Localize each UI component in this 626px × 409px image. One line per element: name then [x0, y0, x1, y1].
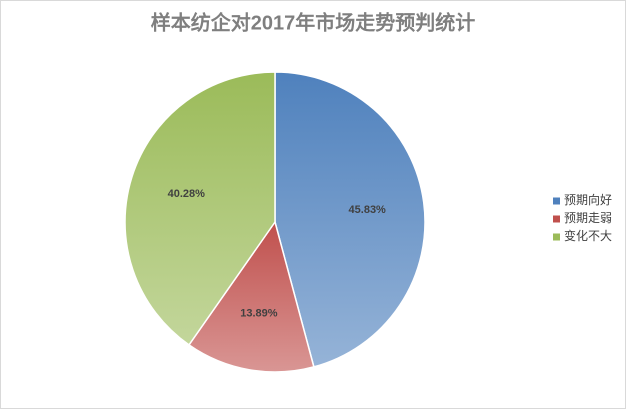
chart-title: 样本纺企对2017年市场走势预判统计	[151, 10, 476, 34]
pie-slice	[274, 71, 426, 368]
legend-swatch	[553, 197, 560, 205]
legend-swatch	[553, 215, 560, 223]
pie-slice	[124, 71, 276, 346]
legend-swatch	[553, 233, 560, 241]
data-label: 40.28%	[168, 188, 206, 200]
pie-slice	[187, 220, 315, 373]
legend-label: 变化不大	[564, 228, 612, 243]
data-label: 45.83%	[349, 204, 387, 216]
legend-label: 预期向好	[564, 192, 612, 207]
data-label: 13.89%	[240, 307, 278, 319]
legend-label: 预期走弱	[564, 211, 612, 225]
